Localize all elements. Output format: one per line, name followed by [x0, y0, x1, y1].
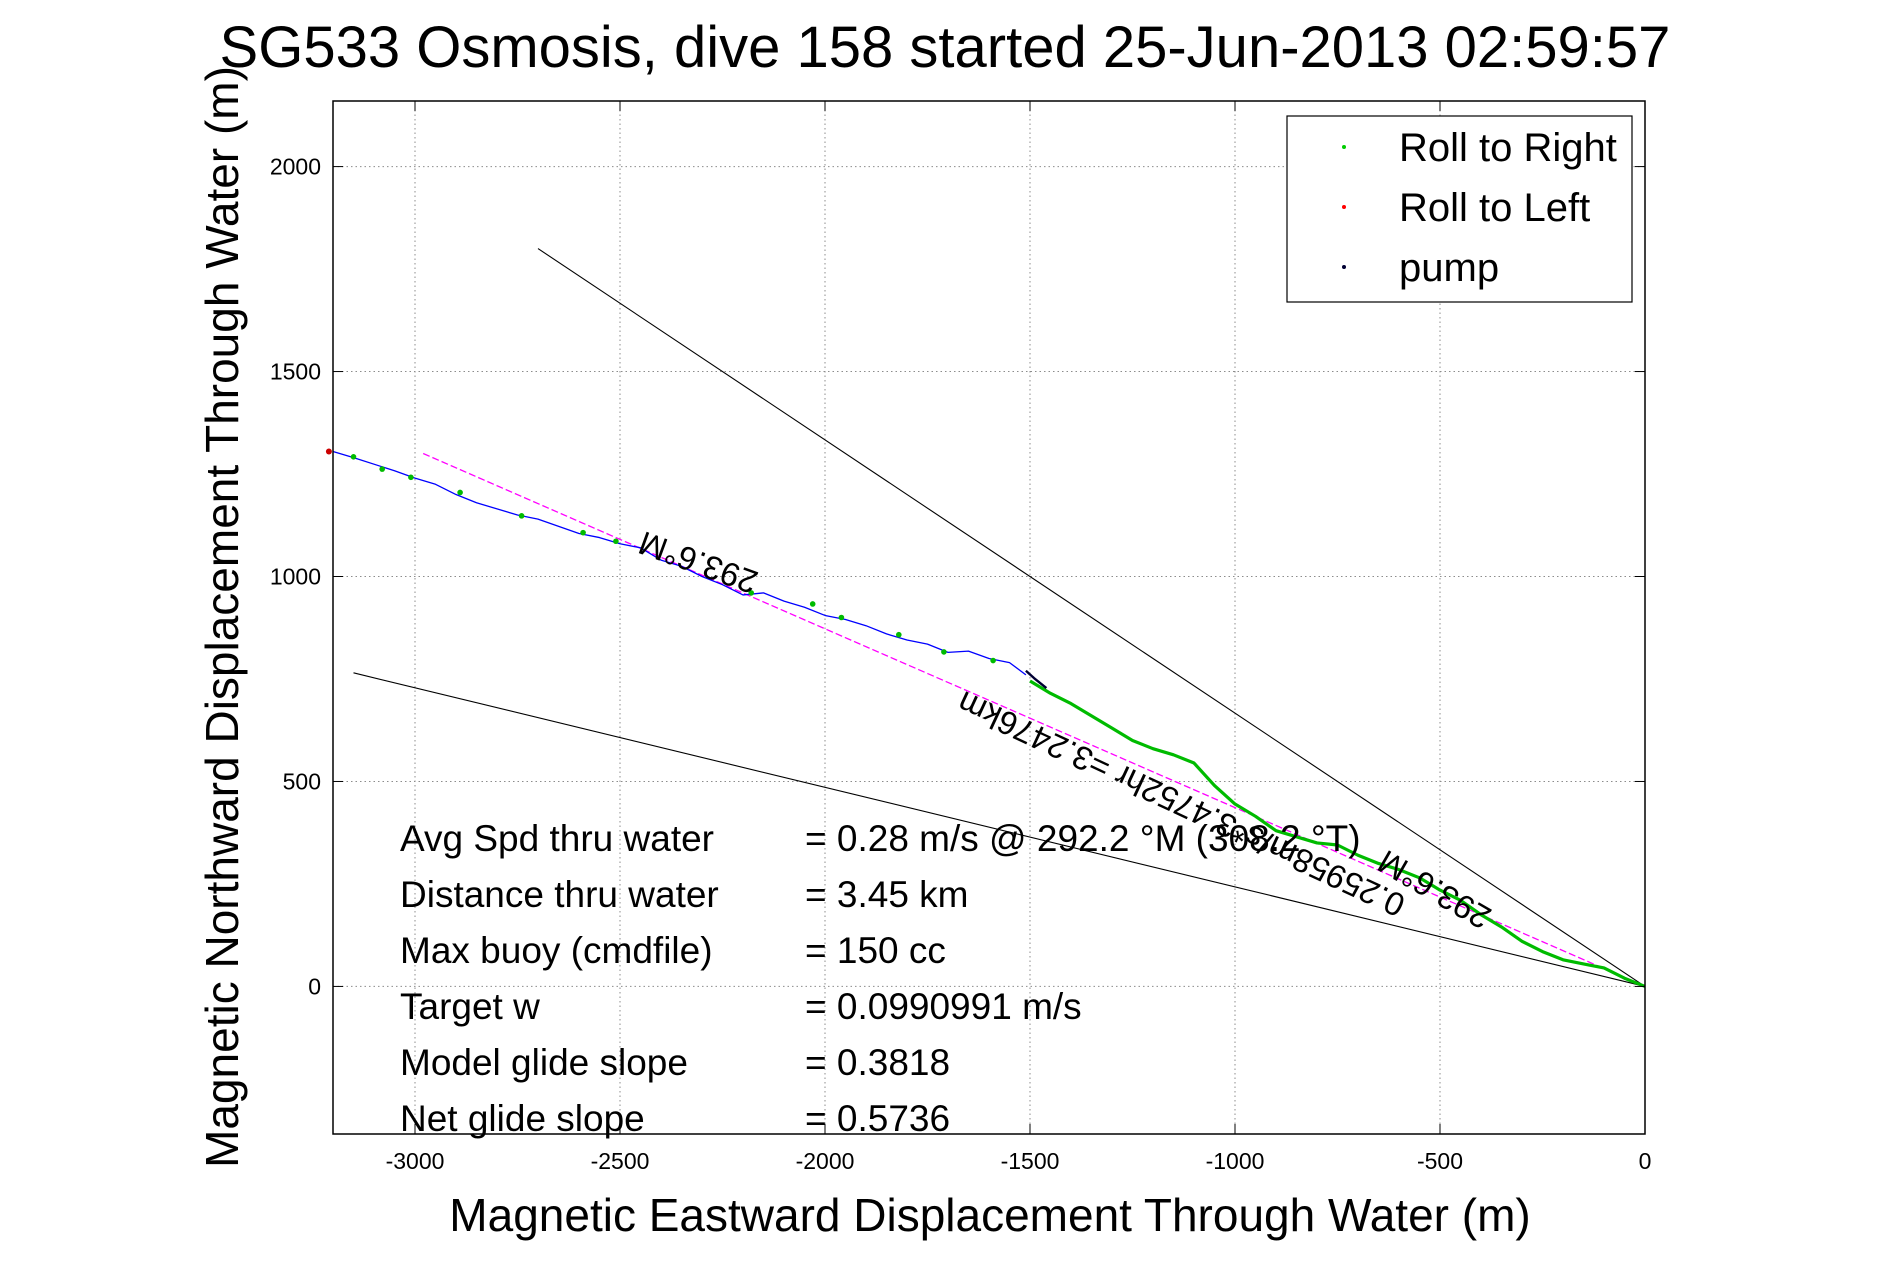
stat-value: = 0.0990991 m/s — [805, 986, 1082, 1027]
x-tick-label: -2000 — [796, 1148, 855, 1174]
legend-label: Roll to Left — [1399, 186, 1590, 230]
roll-left-point — [325, 448, 332, 455]
roll-right-point — [809, 601, 816, 607]
x-tick-label: -3000 — [386, 1148, 445, 1174]
roll-right-point — [838, 614, 845, 621]
stats-block: Avg Spd thru water = 0.28 m/s @ 292.2 °M … — [400, 818, 1361, 1139]
stat-label: Model glide slope — [400, 1042, 688, 1083]
legend-label: pump — [1399, 246, 1499, 290]
x-tick-label: -2500 — [591, 1148, 650, 1174]
y-tick-label: 1000 — [270, 564, 321, 590]
x-axis-label: Magnetic Eastward Displacement Through W… — [449, 1189, 1530, 1241]
stat-value: = 0.28 m/s @ 292.2 °M (308.2 °T) — [805, 818, 1361, 859]
legend: Roll to Right Roll to Left pump — [1286, 115, 1633, 303]
roll-right-point — [379, 466, 386, 472]
stat-label: Max buoy (cmdfile) — [400, 930, 713, 971]
legend-marker — [1342, 265, 1346, 269]
glide-tracks — [332, 450, 1646, 988]
plot-frame — [332, 100, 1646, 1135]
roll-points — [325, 448, 996, 664]
line-heading-lower — [353, 672, 1646, 987]
stat-value: = 3.45 km — [805, 874, 969, 915]
roll-right-point — [990, 657, 996, 664]
roll-right-point — [896, 631, 902, 638]
y-tick-label: 1500 — [270, 359, 321, 385]
axis-ticks: -3000 -2500 -2000 -1500 -1000 -500 0 0 500 1000 15… — [270, 101, 1652, 1174]
stat-label: Net glide slope — [400, 1098, 645, 1139]
x-tick-label: 0 — [1639, 1148, 1652, 1174]
roll-right-point — [518, 513, 525, 519]
line-heading-upper — [537, 248, 1646, 987]
stat-value: = 150 cc — [805, 930, 946, 971]
stat-value: = 0.3818 — [805, 1042, 950, 1083]
roll-right-point — [613, 538, 619, 545]
y-tick-label: 0 — [308, 973, 321, 999]
y-tick-label: 500 — [283, 768, 321, 794]
roll-right-point — [408, 474, 414, 481]
y-tick-label: 2000 — [270, 154, 321, 180]
x-tick-label: -1000 — [1206, 1148, 1265, 1174]
line-net-heading — [422, 452, 1646, 988]
y-axis-label: Magnetic Northward Displacement Through … — [196, 66, 248, 1168]
roll-right-track-line — [1029, 679, 1646, 988]
legend-marker — [1342, 205, 1346, 209]
roll-right-point — [580, 529, 586, 536]
stat-value: = 0.5736 — [805, 1098, 950, 1139]
legend-label: Roll to Right — [1399, 126, 1617, 170]
roll-right-point — [941, 649, 947, 655]
stat-label: Avg Spd thru water — [400, 818, 714, 859]
track-line — [332, 450, 1027, 676]
stat-label: Target w — [400, 986, 540, 1027]
pump-track-line — [1025, 669, 1048, 689]
chart-title: SG533 Osmosis, dive 158 started 25-Jun-2… — [220, 15, 1671, 80]
legend-marker — [1342, 145, 1346, 149]
roll-right-point — [457, 489, 463, 496]
stat-label: Distance thru water — [400, 874, 719, 915]
roll-right-point — [350, 454, 357, 460]
roll-right-point — [748, 590, 754, 596]
x-tick-label: -1500 — [1001, 1148, 1060, 1174]
x-tick-label: -500 — [1417, 1148, 1463, 1174]
reference-lines — [353, 248, 1646, 988]
